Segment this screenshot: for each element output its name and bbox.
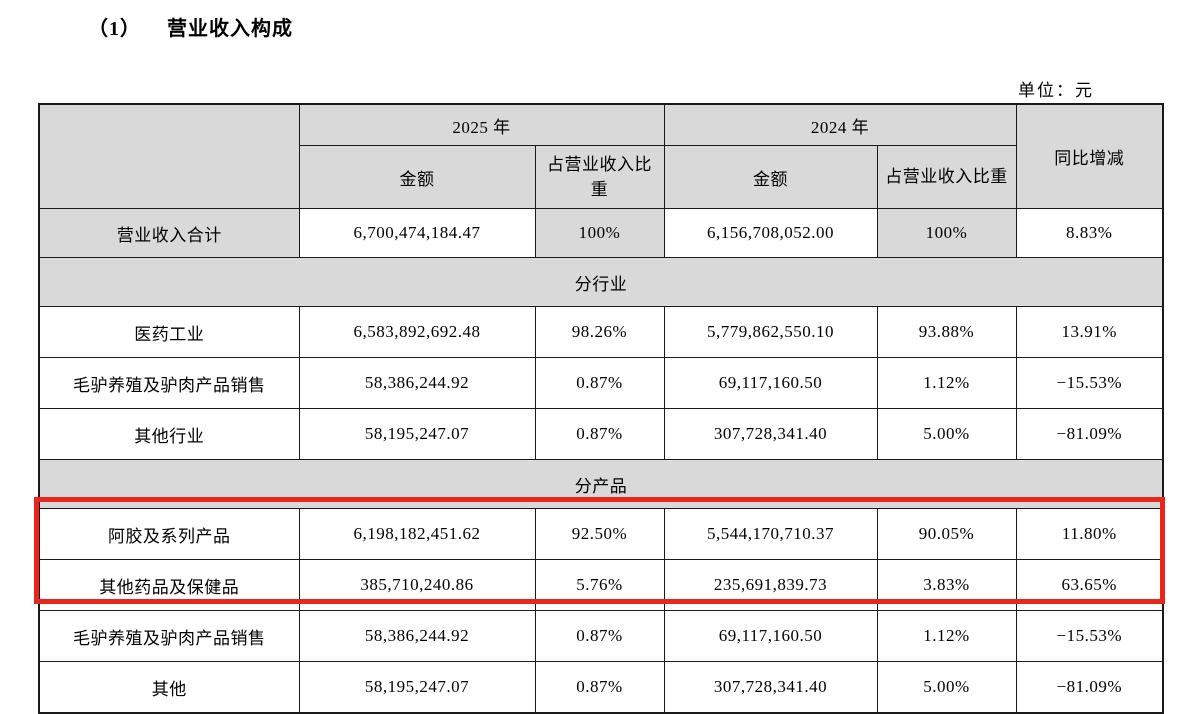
ratio-2025: 0.87% bbox=[534, 661, 665, 714]
amount-2024: 5,544,170,710.37 bbox=[663, 508, 878, 560]
yoy-value: −15.53% bbox=[1015, 610, 1164, 662]
ratio-2024: 3.83% bbox=[876, 559, 1017, 611]
header-row-years: 2025 年 2024 年 同比增减 bbox=[38, 103, 1164, 209]
amount-2024: 307,728,341.40 bbox=[663, 661, 878, 714]
ratio-2025: 0.87% bbox=[534, 610, 665, 662]
ratio-2024: 93.88% bbox=[876, 306, 1017, 358]
unit-label: 单位：元 bbox=[1018, 81, 1094, 100]
amount-2025: 58,386,244.92 bbox=[298, 357, 536, 409]
page-title-text: 营业收入构成 bbox=[167, 18, 293, 40]
section-row-by-industry: 分行业 bbox=[38, 257, 1164, 307]
header-year-2025: 2025 年 bbox=[298, 103, 665, 146]
row-label: 毛驴养殖及驴肉产品销售 bbox=[38, 610, 300, 662]
yoy-value: 13.91% bbox=[1015, 306, 1164, 358]
revenue-table-container: 2025 年 2024 年 同比增减 金额 占营业收入比重 金额 占营业收入比重… bbox=[34, 103, 1165, 714]
row-label: 其他行业 bbox=[38, 408, 300, 460]
table-row-highlighted: 其他药品及保健品 385,710,240.86 5.76% 235,691,83… bbox=[38, 559, 1164, 611]
section-label: 分行业 bbox=[38, 257, 1164, 307]
ratio-2024: 90.05% bbox=[876, 508, 1017, 560]
row-label: 医药工业 bbox=[38, 306, 300, 358]
table-row: 其他行业 58,195,247.07 0.87% 307,728,341.40 … bbox=[38, 408, 1164, 460]
amount-2024: 307,728,341.40 bbox=[663, 408, 878, 460]
amount-2025: 385,710,240.86 bbox=[298, 559, 536, 611]
amount-2024: 5,779,862,550.10 bbox=[663, 306, 878, 358]
amount-2025: 58,386,244.92 bbox=[298, 610, 536, 662]
header-year-2024: 2024 年 bbox=[663, 103, 1017, 146]
section-row-by-product: 分产品 bbox=[38, 459, 1164, 509]
ratio-2025: 100% bbox=[534, 208, 665, 258]
yoy-value: −81.09% bbox=[1015, 661, 1164, 714]
header-row-sub: 金额 占营业收入比重 金额 占营业收入比重 bbox=[39, 145, 1163, 209]
amount-2024: 69,117,160.50 bbox=[663, 357, 878, 409]
ratio-2024: 100% bbox=[876, 208, 1017, 258]
yoy-value: 63.65% bbox=[1015, 559, 1164, 611]
ratio-2024: 5.00% bbox=[876, 408, 1017, 460]
ratio-2024: 1.12% bbox=[876, 357, 1017, 409]
yoy-value: 11.80% bbox=[1015, 508, 1164, 560]
header-amount-2025: 金额 bbox=[298, 145, 536, 209]
table-row-total: 营业收入合计 6,700,474,184.47 100% 6,156,708,0… bbox=[38, 208, 1164, 258]
yoy-value: 8.83% bbox=[1015, 208, 1164, 258]
amount-2025: 58,195,247.07 bbox=[298, 661, 536, 714]
row-label: 毛驴养殖及驴肉产品销售 bbox=[38, 357, 300, 409]
yoy-value: −81.09% bbox=[1015, 408, 1164, 460]
section-label: 分产品 bbox=[38, 459, 1164, 509]
header-yoy: 同比增减 bbox=[1015, 103, 1164, 209]
header-amount-2024: 金额 bbox=[663, 145, 878, 209]
header-ratio-2024: 占营业收入比重 bbox=[876, 145, 1017, 209]
ratio-2025: 92.50% bbox=[534, 508, 665, 560]
ratio-2025: 0.87% bbox=[534, 357, 665, 409]
row-label: 其他药品及保健品 bbox=[38, 559, 300, 611]
amount-2025: 6,700,474,184.47 bbox=[298, 208, 536, 258]
table-row: 医药工业 6,583,892,692.48 98.26% 5,779,862,5… bbox=[38, 306, 1164, 358]
amount-2025: 58,195,247.07 bbox=[298, 408, 536, 460]
header-empty-cell bbox=[38, 103, 300, 209]
table-row: 毛驴养殖及驴肉产品销售 58,386,244.92 0.87% 69,117,1… bbox=[38, 610, 1164, 662]
ratio-2025: 5.76% bbox=[534, 559, 665, 611]
table-row: 其他 58,195,247.07 0.87% 307,728,341.40 5.… bbox=[38, 661, 1164, 714]
ratio-2024: 1.12% bbox=[876, 610, 1017, 662]
header-ratio-2025: 占营业收入比重 bbox=[534, 145, 665, 209]
page-title-number: （1） bbox=[88, 18, 141, 40]
ratio-2024: 5.00% bbox=[876, 661, 1017, 714]
row-label: 营业收入合计 bbox=[38, 208, 300, 258]
amount-2024: 69,117,160.50 bbox=[663, 610, 878, 662]
ratio-2025: 0.87% bbox=[534, 408, 665, 460]
row-label: 阿胶及系列产品 bbox=[38, 508, 300, 560]
ratio-2025: 98.26% bbox=[534, 306, 665, 358]
table-row: 毛驴养殖及驴肉产品销售 58,386,244.92 0.87% 69,117,1… bbox=[38, 357, 1164, 409]
amount-2024: 235,691,839.73 bbox=[663, 559, 878, 611]
yoy-value: −15.53% bbox=[1015, 357, 1164, 409]
amount-2025: 6,198,182,451.62 bbox=[298, 508, 536, 560]
page-title: （1） 营业收入构成 bbox=[88, 12, 293, 41]
revenue-composition-table: 2025 年 2024 年 同比增减 金额 占营业收入比重 金额 占营业收入比重… bbox=[38, 103, 1164, 714]
amount-2024: 6,156,708,052.00 bbox=[663, 208, 878, 258]
table-row-highlighted: 阿胶及系列产品 6,198,182,451.62 92.50% 5,544,17… bbox=[38, 508, 1164, 560]
row-label: 其他 bbox=[38, 661, 300, 714]
amount-2025: 6,583,892,692.48 bbox=[298, 306, 536, 358]
